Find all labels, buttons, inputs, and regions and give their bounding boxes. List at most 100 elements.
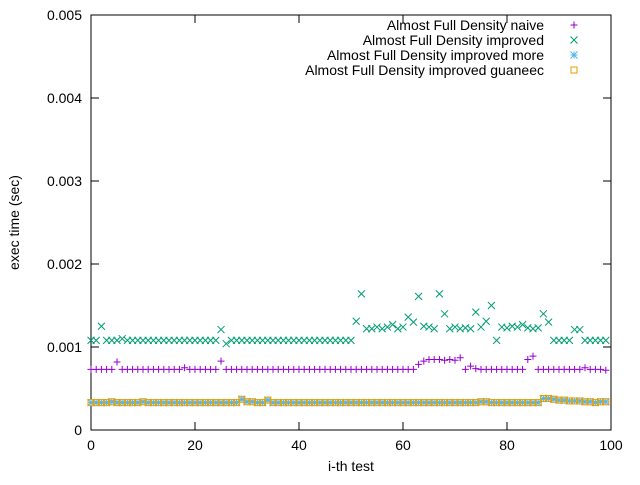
- data-point: [378, 324, 387, 333]
- data-point: [451, 356, 459, 364]
- data-point: [128, 398, 137, 407]
- data-point: [393, 324, 402, 333]
- data-point: [415, 399, 423, 407]
- data-point: [175, 398, 184, 407]
- data-point: [290, 399, 298, 407]
- data-point: [524, 399, 532, 407]
- data-point: [227, 399, 235, 407]
- data-point: [92, 398, 101, 407]
- data-point: [263, 396, 272, 404]
- data-point: [315, 398, 324, 407]
- data-point: [419, 398, 428, 407]
- data-point: [388, 320, 397, 329]
- legend-entry: Almost Full Density improved guaneec: [305, 62, 578, 78]
- y-tick-label: 0.002: [47, 256, 82, 272]
- data-point: [97, 398, 106, 407]
- data-point: [342, 399, 350, 407]
- data-point: [129, 399, 137, 407]
- data-point: [440, 309, 449, 318]
- data-point: [575, 397, 584, 405]
- data-point: [331, 399, 339, 407]
- data-point: [217, 325, 225, 334]
- data-point: [347, 336, 355, 345]
- data-point: [497, 398, 506, 407]
- data-point: [565, 336, 574, 345]
- data-point: [451, 398, 459, 407]
- data-point: [347, 399, 355, 407]
- data-point: [399, 398, 407, 407]
- data-point: [222, 339, 231, 348]
- data-point: [180, 398, 189, 407]
- data-point: [539, 394, 548, 403]
- data-point: [472, 365, 480, 373]
- data-point: [461, 399, 469, 407]
- data-point: [575, 325, 584, 334]
- data-point: [243, 398, 251, 406]
- data-point: [571, 397, 579, 405]
- data-point: [123, 399, 131, 407]
- y-tick-label: 0.001: [47, 339, 82, 355]
- data-point: [217, 399, 225, 407]
- data-point: [420, 357, 428, 365]
- data-point: [279, 398, 288, 407]
- data-point: [175, 365, 183, 373]
- data-point: [549, 395, 558, 404]
- data-point: [441, 399, 449, 407]
- data-point: [555, 396, 563, 404]
- data-point: [601, 397, 610, 406]
- y-axis-label: exec time (sec): [6, 175, 22, 270]
- data-point: [482, 398, 490, 406]
- data-point: [378, 399, 386, 407]
- data-point: [456, 354, 464, 362]
- data-point: [149, 399, 157, 407]
- data-point: [316, 399, 324, 407]
- legend-label: Almost Full Density improved: [363, 32, 544, 48]
- data-point: [586, 397, 595, 406]
- data-point: [347, 398, 355, 407]
- data-point: [451, 399, 459, 407]
- data-point: [492, 398, 501, 407]
- data-point: [97, 399, 105, 407]
- data-point: [513, 323, 522, 331]
- data-point: [295, 399, 303, 407]
- data-point: [170, 399, 178, 407]
- data-point: [430, 399, 438, 407]
- data-point: [487, 398, 496, 407]
- data-point: [373, 399, 381, 407]
- data-point: [461, 365, 469, 373]
- data-point: [544, 318, 553, 326]
- data-point: [108, 365, 116, 373]
- data-point: [295, 398, 303, 407]
- data-point: [467, 399, 475, 407]
- data-point: [435, 398, 444, 407]
- data-point: [207, 399, 215, 407]
- data-point: [435, 355, 443, 363]
- data-point: [440, 398, 449, 407]
- data-point: [555, 396, 563, 404]
- data-point: [155, 399, 163, 407]
- legend-marker: [570, 66, 578, 74]
- data-point: [165, 399, 173, 407]
- data-point: [591, 398, 600, 407]
- data-point: [321, 398, 329, 407]
- data-point: [471, 398, 480, 407]
- data-point: [337, 399, 345, 407]
- data-point: [196, 399, 204, 407]
- data-point: [518, 320, 527, 329]
- data-point: [357, 399, 365, 407]
- data-point: [274, 398, 283, 407]
- data-point: [373, 323, 381, 331]
- data-point: [461, 398, 470, 407]
- data-point: [217, 357, 225, 365]
- data-point: [597, 398, 605, 406]
- data-point: [544, 394, 553, 403]
- data-point: [326, 398, 335, 407]
- data-point: [300, 398, 309, 407]
- data-point: [191, 399, 199, 407]
- data-point: [409, 365, 417, 373]
- data-point: [108, 398, 116, 406]
- data-point: [248, 397, 257, 406]
- data-point: [258, 398, 267, 407]
- data-point: [430, 324, 439, 333]
